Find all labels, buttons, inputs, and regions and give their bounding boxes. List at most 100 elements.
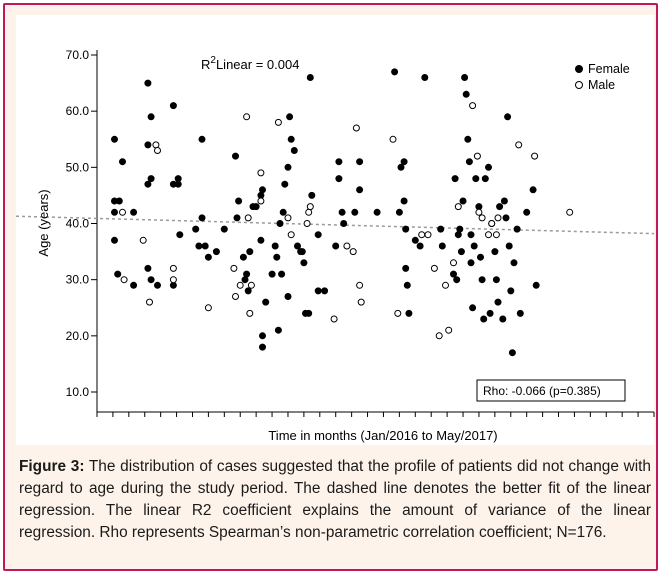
y-tick-label: 60.0 [66,104,90,118]
female-point [235,197,243,205]
female-point [453,276,461,284]
male-point [445,326,453,334]
male-point [119,208,126,216]
male-point [246,309,254,317]
female-point [244,287,252,295]
female-point [510,259,518,267]
female-point [450,270,457,278]
female-point [461,74,469,81]
female-point [402,225,410,233]
female-point [462,90,470,98]
male-point [232,293,239,300]
female-point [257,236,265,244]
female-point [276,220,284,227]
female-point [204,253,212,261]
male-point [531,152,539,160]
female-point [174,175,182,183]
rho-box-border [476,379,626,402]
male-point [418,231,426,239]
male-point [257,169,265,177]
caption-label: Figure 3: [19,458,85,475]
female-point [259,332,266,340]
female-point [111,135,118,143]
female-point [321,287,329,295]
female-point [356,158,364,166]
female-point [507,287,515,295]
y-tick-label: 70.0 [66,48,90,62]
female-point [144,79,152,87]
legend-female-label: Female [588,62,630,76]
female-point [465,158,473,166]
female-point [340,220,348,227]
female-point [115,197,123,205]
female-point [130,281,138,289]
female-point [198,214,206,222]
female-point [286,113,294,121]
male-point [349,248,357,256]
male-point [424,231,432,239]
female-point [306,74,314,81]
female-point [472,175,480,183]
x-axis-label: Time in months (Jan/2016 to May/2017) [268,428,497,443]
female-point [478,276,486,284]
female-point [485,163,492,171]
female-point [523,208,531,216]
female-point [192,225,200,233]
female-point [268,270,276,278]
female-point [294,242,301,250]
female-point [147,175,155,183]
male-point [330,315,338,323]
female-point [273,253,281,261]
y-tick-label: 30.0 [66,273,90,287]
female-point [504,113,512,121]
female-point [470,242,478,250]
y-tick-label: 20.0 [66,329,90,343]
male-point [305,208,313,216]
male-point [139,236,147,244]
female-point [220,225,228,233]
legend-male-label: Male [588,78,615,92]
female-point [169,102,177,110]
female-point [513,225,521,233]
female-point [454,231,462,239]
female-point [467,259,475,267]
female-point [119,158,126,166]
male-point [494,214,502,222]
female-point [154,281,161,289]
male-point [473,152,481,160]
legend-female-marker [575,65,583,73]
female-point [176,231,184,239]
female-point [480,315,488,323]
y-tick-label: 40.0 [66,217,90,231]
rho-annotation: Rho: -0.066 (p=0.385) [483,384,601,398]
female-point [335,175,343,183]
male-point [566,208,574,216]
female-point [405,309,413,317]
data-points [111,68,574,357]
male-point [247,281,255,289]
y-tick-label: 10.0 [66,385,90,399]
female-point [232,152,239,160]
male-point [120,276,128,284]
y-axis: 10.0 20.0 30.0 40.0 50.0 60.0 70.0 [66,48,98,412]
female-point [281,180,289,188]
female-point [271,242,279,250]
male-point [515,141,523,149]
female-point [243,270,251,278]
female-point [437,225,445,233]
female-point [532,281,540,289]
male-point [303,220,311,227]
female-point [416,242,424,250]
male-point [244,214,252,222]
female-point [491,248,499,256]
male-point [306,203,314,211]
female-point [397,163,405,171]
female-point [111,208,118,216]
male-point [357,298,365,306]
female-point [391,68,399,76]
female-point [284,163,292,171]
male-point [454,203,462,211]
male-point [430,264,438,272]
female-point [500,197,508,205]
female-point [274,326,282,334]
